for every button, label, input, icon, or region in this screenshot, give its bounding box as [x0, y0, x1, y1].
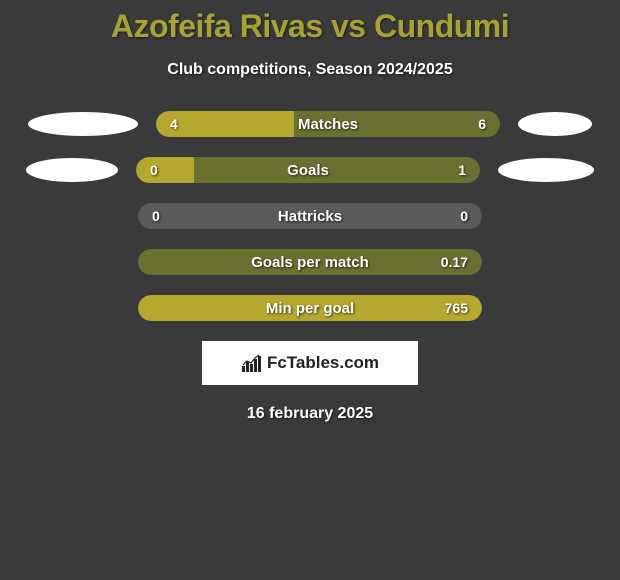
stat-value-right: 6 — [478, 111, 486, 137]
stat-row: Goals per match0.17 — [0, 249, 620, 275]
stat-label: Goals — [136, 157, 480, 183]
stat-bar: Goals per match0.17 — [138, 249, 482, 275]
stat-label: Goals per match — [138, 249, 482, 275]
stat-value-right: 1 — [458, 157, 466, 183]
chart-area: 4Matches60Goals10Hattricks0Goals per mat… — [0, 111, 620, 321]
subtitle: Club competitions, Season 2024/2025 — [0, 61, 620, 79]
stat-label: Matches — [156, 111, 500, 137]
title: Azofeifa Rivas vs Cundumi — [0, 8, 620, 45]
stat-value-right: 0.17 — [441, 249, 468, 275]
player-marker-right — [498, 158, 594, 182]
stat-bar: 4Matches6 — [156, 111, 500, 137]
stat-row: 0Goals1 — [0, 157, 620, 183]
date: 16 february 2025 — [0, 405, 620, 423]
player-marker-left — [26, 158, 118, 182]
stat-label: Min per goal — [138, 295, 482, 321]
bars-icon — [241, 354, 263, 372]
stat-bar: 0Goals1 — [136, 157, 480, 183]
stat-row: 4Matches6 — [0, 111, 620, 137]
stat-bar: 0Hattricks0 — [138, 203, 482, 229]
stat-row: 0Hattricks0 — [0, 203, 620, 229]
logo: FcTables.com — [241, 353, 379, 373]
player-marker-left — [28, 112, 138, 136]
stat-label: Hattricks — [138, 203, 482, 229]
stat-bar: Min per goal765 — [138, 295, 482, 321]
player-marker-right — [518, 112, 592, 136]
logo-text: FcTables.com — [267, 353, 379, 373]
logo-box: FcTables.com — [202, 341, 418, 385]
comparison-widget: Azofeifa Rivas vs Cundumi Club competiti… — [0, 0, 620, 423]
stat-row: Min per goal765 — [0, 295, 620, 321]
stat-value-right: 765 — [445, 295, 468, 321]
stat-value-right: 0 — [460, 203, 468, 229]
